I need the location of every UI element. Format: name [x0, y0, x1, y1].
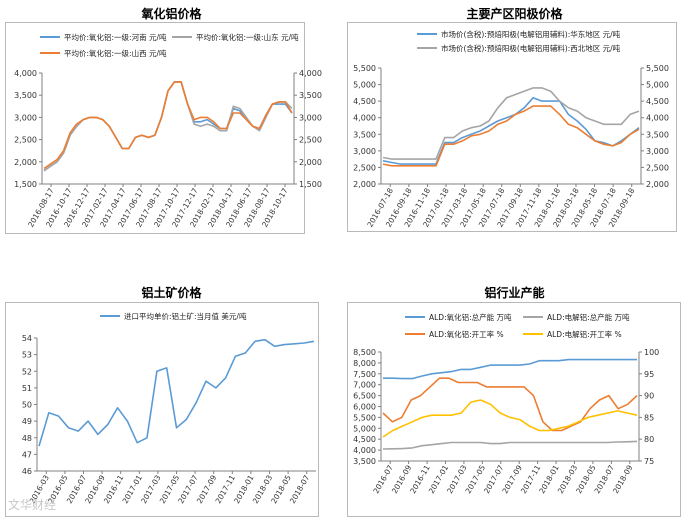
y-tick-label: 5,000	[353, 424, 376, 433]
y2-tick-label: 3,500	[646, 130, 669, 139]
legend-label: 进口平均单价:铝土矿:当月值 美元/吨	[124, 311, 247, 321]
legend-label: 市场价(含税):预焙阳极(电解铝用辅料):华东地区 元/吨	[441, 29, 621, 39]
y2-tick-label: 5,000	[646, 81, 669, 90]
y2-tick-label: 100	[644, 348, 659, 357]
y2-tick-label: 3,000	[299, 113, 322, 122]
y-tick-label: 47	[22, 450, 32, 459]
y2-tick-label: 5,500	[646, 64, 669, 73]
y-tick-label: 4,000	[353, 446, 376, 455]
watermark-text: 文华财经	[8, 498, 57, 512]
bauxite-price-chart: 铝土矿价格 46 47 48 49 50 51 52 53 54 2016-03 2016-05 20…	[0, 259, 343, 518]
y2-tick-label: 1,500	[299, 180, 322, 189]
y-tick-label: 48	[22, 434, 32, 443]
y-tick-label: 4,000	[353, 114, 376, 123]
legend-label: 平均价:氧化铝:一级:山东 元/吨	[196, 32, 299, 42]
y-tick-label: 52	[22, 367, 32, 376]
y-tick-label: 49	[22, 417, 32, 426]
legend-label: ALD:电解铝:总产能 万吨	[547, 312, 630, 322]
y2-tick-label: 2,500	[299, 136, 322, 145]
anode-price-plot: 2,000 2,500 3,000 3,500 4,000 4,500 5,000 5,500…	[353, 29, 669, 229]
legend-label: ALD:氧化铝:总产能 万吨	[429, 312, 512, 322]
series-line-1	[382, 97, 640, 165]
chart-title: 氧化铝价格	[141, 7, 202, 21]
legend-label: 平均价:氧化铝:一级:河南 元/吨	[64, 32, 167, 42]
y2-tick-label: 3,000	[646, 147, 669, 156]
series-line-3	[382, 105, 640, 167]
series-line-1	[383, 358, 637, 380]
y-tick-label: 6,000	[353, 403, 376, 412]
chart-title: 主要产区阳极价格	[466, 7, 563, 21]
y2-tick-label: 90	[644, 392, 654, 401]
y2-tick-label: 2,500	[646, 163, 669, 172]
legend-label: 市场价(含税):预焙阳极(电解铝用辅料):西北地区 元/吨	[441, 43, 621, 53]
chart-frame	[347, 22, 677, 232]
series-line-2	[382, 87, 640, 160]
y-tick-label: 2,500	[353, 163, 376, 172]
y-tick-label: 5,500	[353, 64, 376, 73]
chart-title: 铝土矿价格	[141, 286, 202, 300]
y-tick-label: 2,500	[14, 136, 37, 145]
aluminum-capacity-chart: 铝行业产能 3,500 4,000 4,500 5,000 5,500 6,000 6,50…	[343, 259, 686, 518]
y-tick-label: 2,000	[14, 158, 37, 167]
alumina-price-plot: 1,500 2,000 2,500 3,000 3,500 4,000 1,500 2,000…	[14, 32, 322, 229]
y2-tick-label: 3,500	[299, 91, 322, 100]
legend-label: ALD:电解铝:开工率 %	[547, 329, 622, 339]
y-tick-label: 46	[22, 467, 32, 476]
y2-tick-label: 4,500	[646, 97, 669, 106]
legend-label: ALD:氧化铝:开工率 %	[429, 329, 504, 339]
series-line-2	[382, 440, 638, 450]
y2-tick-label: 4,000	[299, 69, 322, 78]
anode-price-chart: 主要产区阳极价格 2,000 2,500 3,000 3,500 4,000 4,500 5…	[343, 0, 686, 259]
y2-tick-label: 95	[644, 370, 654, 379]
y2-tick-label: 2,000	[646, 180, 669, 189]
y-tick-label: 2,000	[353, 180, 376, 189]
y-tick-label: 50	[22, 401, 32, 410]
bauxite-price-plot: 4647484950515253542016-032016-052016-072…	[22, 311, 316, 505]
y2-tick-label: 75	[644, 457, 654, 466]
alumina-price-chart: 氧化铝价格 1,500 2,000 2,500 3,000 3,500 4,000 1,50…	[0, 0, 343, 259]
y-tick-label: 7,500	[353, 370, 376, 379]
chart-title: 铝行业产能	[484, 286, 545, 300]
y2-tick-label: 2,000	[299, 158, 322, 167]
y-tick-label: 5,500	[353, 413, 376, 422]
y-tick-label: 1,500	[14, 180, 37, 189]
chart-frame	[5, 302, 319, 517]
y-tick-label: 3,500	[14, 91, 37, 100]
y-tick-label: 3,500	[353, 130, 376, 139]
y-tick-label: 53	[22, 351, 32, 360]
y-tick-label: 54	[22, 334, 32, 343]
series-line-1	[38, 338, 315, 447]
y-tick-label: 4,000	[14, 69, 37, 78]
y2-tick-label: 80	[644, 435, 654, 444]
y-tick-label: 4,500	[353, 97, 376, 106]
y-tick-label: 3,000	[353, 147, 376, 156]
series-line-3	[43, 81, 293, 170]
chart-frame	[347, 302, 681, 517]
y2-tick-label: 4,000	[646, 114, 669, 123]
y-tick-label: 8,500	[353, 348, 376, 357]
legend-label: 平均价:氧化铝:一级:山西 元/吨	[64, 48, 167, 58]
y-tick-label: 8,000	[353, 359, 376, 368]
y-tick-label: 3,000	[14, 113, 37, 122]
y-tick-label: 6,500	[353, 392, 376, 401]
y-tick-label: 5,000	[353, 81, 376, 90]
y-tick-label: 4,500	[353, 435, 376, 444]
y2-tick-label: 85	[644, 413, 654, 422]
series-line-4	[382, 399, 638, 438]
y-tick-label: 51	[22, 384, 32, 393]
series-line-3	[382, 377, 638, 432]
y-tick-label: 7,000	[353, 381, 376, 390]
y-tick-label: 3,500	[353, 457, 376, 466]
